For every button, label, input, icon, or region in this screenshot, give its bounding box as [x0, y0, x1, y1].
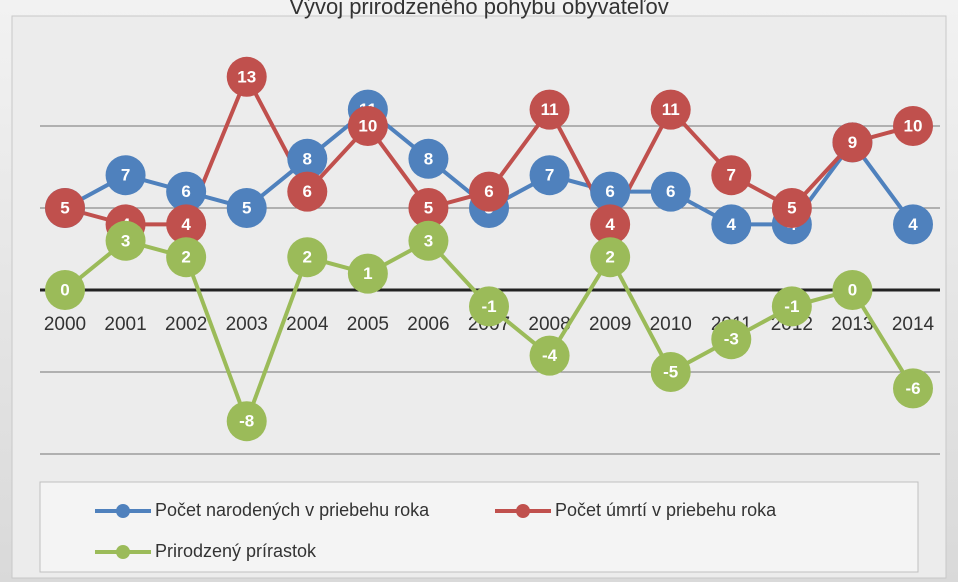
data-label: 4	[727, 215, 737, 234]
point	[711, 319, 752, 360]
x-tick-label: 2004	[286, 314, 329, 335]
point	[408, 138, 449, 179]
data-label: 0	[60, 280, 69, 299]
point	[650, 171, 691, 212]
data-label: 5	[787, 198, 796, 217]
data-label: 6	[303, 182, 312, 201]
x-tick-label: 2003	[226, 314, 268, 335]
point	[832, 270, 873, 310]
point	[590, 237, 631, 278]
data-label: 3	[121, 231, 130, 250]
point	[771, 286, 812, 327]
legend-label: Počet úmrtí v priebehu roka	[555, 500, 777, 520]
data-label: 6	[605, 182, 614, 201]
x-tick-label: 2006	[407, 314, 449, 335]
data-label: -1	[481, 297, 496, 316]
x-tick-label: 2009	[589, 314, 631, 335]
point	[529, 89, 570, 130]
point	[226, 188, 267, 228]
data-label: 10	[358, 116, 377, 135]
point	[590, 171, 631, 212]
data-label: 5	[424, 198, 433, 217]
point	[893, 106, 933, 146]
point	[45, 188, 85, 228]
x-tick-label: 2013	[831, 314, 873, 335]
chart-title: Vývoj prirodzeného pohybu obyvateľov	[289, 0, 668, 19]
point	[226, 401, 267, 442]
x-tick-label: 2008	[528, 314, 570, 335]
data-label: 5	[242, 198, 251, 217]
point	[893, 368, 933, 409]
point	[771, 188, 812, 228]
point	[226, 56, 267, 97]
data-label: 8	[303, 149, 312, 168]
legend-label: Prirodzený prírastok	[155, 541, 317, 561]
data-label: 10	[904, 116, 923, 135]
legend-label: Počet narodených v priebehu roka	[155, 500, 430, 520]
data-label: 9	[848, 133, 857, 152]
data-label: 11	[541, 100, 559, 119]
data-label: 4	[181, 215, 191, 234]
data-label: 7	[727, 166, 736, 185]
point	[287, 237, 328, 278]
point	[287, 171, 328, 212]
point	[650, 352, 691, 392]
point	[166, 204, 207, 245]
legend-marker	[116, 504, 130, 518]
data-label: 5	[60, 198, 69, 217]
point	[832, 122, 873, 163]
data-label: 4	[908, 215, 918, 234]
point	[893, 204, 933, 245]
point	[166, 237, 207, 278]
data-label: 6	[181, 182, 190, 201]
data-label: -8	[239, 412, 254, 431]
point	[590, 204, 631, 245]
data-label: 6	[484, 182, 493, 201]
x-tick-label: 2001	[104, 314, 146, 335]
data-label: 2	[181, 248, 190, 267]
data-label: -4	[542, 346, 558, 365]
point	[408, 220, 449, 261]
data-label: -6	[905, 379, 920, 398]
data-label: 7	[545, 166, 554, 185]
data-label: 11	[662, 100, 680, 119]
point	[469, 286, 509, 327]
data-label: -3	[724, 330, 739, 349]
point	[529, 335, 570, 376]
point	[105, 220, 146, 261]
x-tick-label: 2002	[165, 314, 207, 335]
data-label: 7	[121, 166, 130, 185]
data-label: 2	[303, 248, 312, 267]
legend-marker	[516, 504, 530, 518]
data-label: 0	[848, 280, 857, 299]
point	[105, 155, 146, 196]
data-label: 2	[605, 248, 614, 267]
point	[529, 155, 570, 196]
point	[347, 106, 388, 146]
data-label: 3	[424, 231, 433, 250]
x-tick-label: 2000	[44, 314, 86, 335]
point	[711, 204, 752, 245]
data-label: -1	[784, 297, 799, 316]
x-tick-label: 2005	[347, 314, 389, 335]
legend-box	[39, 481, 919, 573]
point	[347, 253, 388, 294]
data-label: 6	[666, 182, 675, 201]
point	[45, 270, 85, 310]
point	[287, 138, 328, 179]
x-tick-label: 2010	[650, 314, 692, 335]
data-label: 1	[363, 264, 372, 283]
x-tick-label: 2014	[892, 314, 935, 335]
point	[166, 171, 207, 212]
point	[469, 171, 509, 212]
data-label: 13	[237, 67, 256, 86]
point	[711, 155, 752, 196]
data-label: 8	[424, 149, 433, 168]
legend-marker	[116, 545, 130, 559]
data-label: 4	[605, 215, 615, 234]
point	[408, 188, 449, 228]
data-label: -5	[663, 362, 678, 381]
point	[650, 89, 691, 130]
